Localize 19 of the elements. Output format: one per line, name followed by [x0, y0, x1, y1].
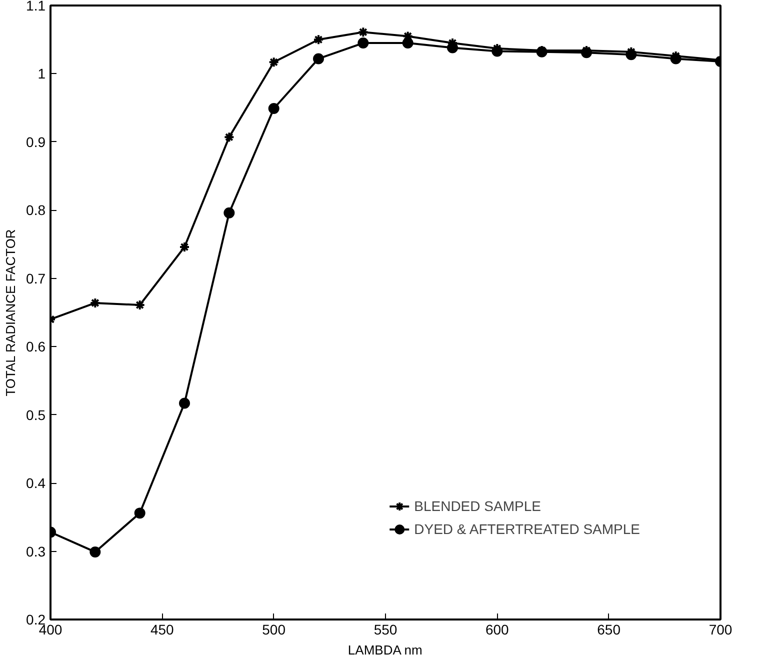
legend-label: DYED & AFTERTREATED SAMPLE [414, 521, 640, 537]
y-tick-label: 1 [38, 66, 46, 82]
x-tick-label: 450 [150, 622, 174, 638]
y-tick-label: 0.7 [26, 270, 46, 286]
y-axis-title: TOTAL RADIANCE FACTOR [3, 229, 18, 396]
x-tick-label: 650 [597, 622, 621, 638]
x-axis-title: LAMBDA nm [348, 642, 422, 658]
x-tick-label: 550 [374, 622, 398, 638]
y-tick-label: 0.4 [26, 475, 46, 492]
y-tick-label: 0.3 [26, 543, 46, 560]
x-tick-label: 600 [485, 622, 510, 638]
x-tick-label: 500 [262, 622, 286, 638]
x-tick-label: 700 [708, 622, 732, 638]
legend-label: BLENDED SAMPLE [414, 498, 541, 514]
y-tick-label: 0.8 [26, 202, 46, 218]
y-tick-label: 0.9 [26, 134, 46, 150]
y-tick-label: 0.5 [26, 406, 46, 423]
y-tick-label: 1.1 [26, 0, 46, 14]
y-tick-label: 0.6 [26, 338, 46, 355]
